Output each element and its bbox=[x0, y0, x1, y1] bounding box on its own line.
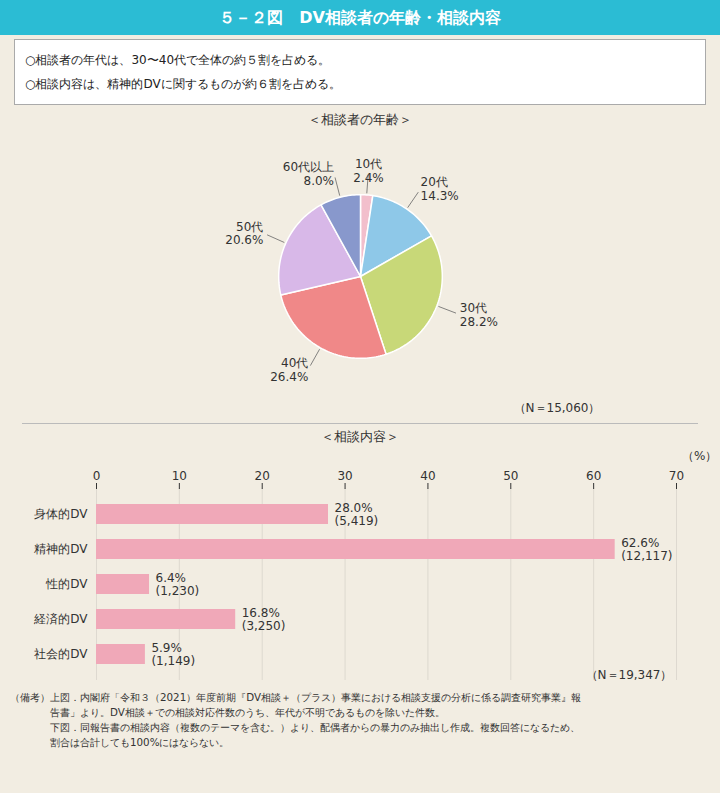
svg-text:身体的DV: 身体的DV bbox=[34, 507, 88, 521]
svg-text:社会的DV: 社会的DV bbox=[34, 647, 88, 661]
svg-text:40代26.4%: 40代26.4% bbox=[270, 356, 308, 384]
svg-text:62.6%(12,117): 62.6%(12,117) bbox=[621, 536, 672, 563]
svg-text:60: 60 bbox=[586, 469, 601, 483]
svg-text:5.9%(1,149): 5.9%(1,149) bbox=[151, 641, 195, 668]
html-text:５－２図 DV相談者の年齢・相談内容: ５－２図 DV相談者の年齢・相談内容 bbox=[219, 8, 501, 27]
svg-text:70: 70 bbox=[669, 469, 684, 483]
svg-text:性的DV: 性的DV bbox=[45, 577, 88, 591]
html-text:○相談内容は、精神的DVに関するものが約６割を占める。: ○相談内容は、精神的DVに関するものが約６割を占める。 bbox=[25, 77, 341, 91]
svg-text:28.0%(5,419): 28.0%(5,419) bbox=[335, 501, 379, 528]
svg-text:10: 10 bbox=[172, 469, 187, 483]
svg-text:16.8%(3,250): 16.8%(3,250) bbox=[242, 606, 286, 633]
html-text:（備考）上図．内閣府「令和３（2021）年度前期『DV相談＋: （備考）上図．内閣府「令和３（2021）年度前期『DV相談＋（プラス）事業におけ… bbox=[10, 691, 581, 748]
svg-text:6.4%(1,230): 6.4%(1,230) bbox=[156, 571, 200, 598]
svg-text:0: 0 bbox=[93, 469, 101, 483]
svg-text:60代以上8.0%: 60代以上8.0% bbox=[283, 160, 334, 188]
svg-text:（N＝19,347）: （N＝19,347） bbox=[586, 668, 673, 682]
svg-text:40: 40 bbox=[420, 469, 435, 483]
html-text:＜相談者の年齢＞: ＜相談者の年齢＞ bbox=[308, 112, 412, 127]
svg-text:20代14.3%: 20代14.3% bbox=[421, 175, 459, 203]
svg-text:50代20.6%: 50代20.6% bbox=[225, 220, 263, 248]
svg-text:30代28.2%: 30代28.2% bbox=[460, 301, 498, 329]
svg-text:50: 50 bbox=[503, 469, 518, 483]
svg-text:20: 20 bbox=[255, 469, 270, 483]
svg-text:30: 30 bbox=[337, 469, 352, 483]
svg-text:経済的DV: 経済的DV bbox=[33, 612, 88, 626]
svg-text:（N＝15,060）: （N＝15,060） bbox=[514, 401, 601, 415]
html-text:＜相談内容＞: ＜相談内容＞ bbox=[321, 429, 399, 444]
svg-text:精神的DV: 精神的DV bbox=[34, 542, 88, 556]
svg-text:（%）: （%） bbox=[682, 449, 717, 463]
svg-text:10代2.4%: 10代2.4% bbox=[353, 157, 384, 185]
html-text:○相談者の年代は、30〜40代で全体の約５割を占める。: ○相談者の年代は、30〜40代で全体の約５割を占める。 bbox=[25, 53, 330, 67]
